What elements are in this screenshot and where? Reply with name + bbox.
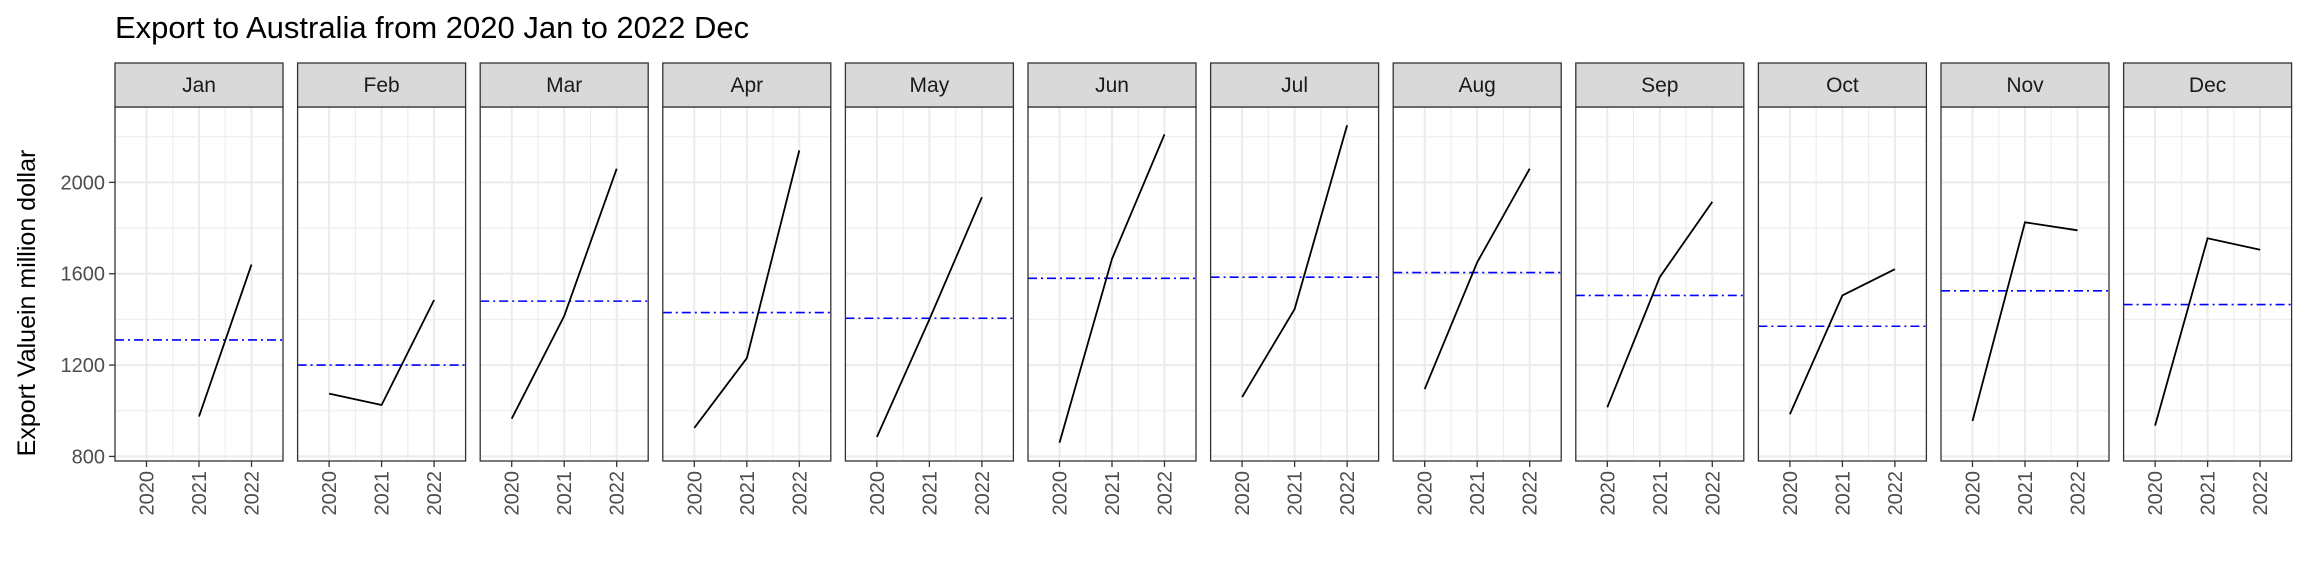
panel-dec: Dec 2020 2021 2022 [2122, 62, 2293, 516]
strip-label: Apr [730, 74, 763, 97]
x-tick-label: 2020 [1415, 471, 1437, 516]
x-tick-label: 2021 [554, 471, 576, 516]
x-tick-label: 2022 [1520, 471, 1542, 516]
y-axis: 800 1200 1600 2000 [61, 172, 115, 468]
strip-label: Sep [1641, 74, 1678, 97]
panel-nov: Nov 2020 2021 2022 [1940, 62, 2110, 516]
x-tick-label: 2021 [189, 471, 211, 516]
x-tick-label: 2020 [319, 471, 341, 516]
panel-jul: Jul 2020 2021 2022 [1209, 62, 1380, 516]
x-tick-label: 2021 [1102, 471, 1124, 516]
x-tick-label: 2022 [1337, 471, 1359, 516]
x-tick-label: 2022 [242, 471, 264, 516]
x-tick-label: 2021 [1285, 471, 1307, 516]
series-line [510, 168, 618, 420]
x-tick-label: 2020 [137, 471, 159, 516]
series-line [1606, 201, 1714, 408]
x-tick-label: 2020 [1963, 471, 1985, 516]
x-tick-label: 2021 [1832, 471, 1854, 516]
x-tick-label: 2021 [2198, 471, 2220, 516]
x-tick-label: 2022 [424, 471, 446, 516]
x-tick-label: 2020 [867, 471, 889, 516]
panel-aug: Aug 2020 2021 2022 [1392, 62, 1562, 516]
chart-title: Export to Australia from 2020 Jan to 202… [115, 10, 749, 45]
panel-oct: Oct 2020 2021 2022 [1757, 62, 1928, 516]
y-tick-label: 2000 [61, 172, 106, 194]
series-line [693, 150, 801, 429]
strip-background [1575, 62, 1745, 108]
strip-background [479, 62, 649, 108]
strip-background [1392, 62, 1562, 108]
strip-background [1757, 62, 1928, 108]
x-tick-label: 2021 [1650, 471, 1672, 516]
y-tick-label: 1600 [61, 264, 106, 286]
strip-label: Mar [546, 74, 582, 97]
series-line [876, 196, 983, 438]
series-line [2154, 237, 2261, 426]
x-tick-label: 2020 [2145, 471, 2167, 516]
strip-label: May [910, 74, 950, 97]
strip-background [296, 62, 467, 108]
panel-mar: Mar 2020 2021 2022 [479, 62, 649, 516]
series-line [198, 264, 253, 417]
panel-jan: Jan 2020 2021 2022 [114, 62, 284, 516]
strip-background [2122, 62, 2293, 108]
strip-label: Nov [2006, 74, 2044, 97]
panel-may: May 2020 2021 2022 [844, 62, 1015, 516]
x-tick-label: 2021 [372, 471, 394, 516]
series-line [1241, 125, 1348, 398]
panels: Jan 2020 2021 2022 Feb 2020 2021 2022 Mar 2020 202… [114, 62, 2293, 516]
y-tick-label: 800 [72, 446, 105, 468]
strip-background [1940, 62, 2110, 108]
x-tick-label: 2021 [919, 471, 941, 516]
y-axis-label: Export Valuein million dollar [13, 150, 41, 457]
x-tick-label: 2021 [737, 471, 759, 516]
x-tick-label: 2020 [684, 471, 706, 516]
strip-label: Oct [1826, 74, 1859, 97]
x-tick-label: 2020 [1232, 471, 1254, 516]
series-line [1789, 268, 1896, 415]
x-tick-label: 2020 [1597, 471, 1619, 516]
panel-apr: Apr 2020 2021 2022 [662, 62, 832, 516]
x-tick-label: 2020 [1050, 471, 1072, 516]
strip-label: Jul [1281, 74, 1308, 97]
x-tick-label: 2021 [1467, 471, 1489, 516]
strip-background [1209, 62, 1380, 108]
x-tick-label: 2022 [972, 471, 994, 516]
series-line [1971, 221, 2078, 422]
series-line [1058, 134, 1166, 443]
strip-label: Feb [364, 74, 400, 97]
x-tick-label: 2020 [1780, 471, 1802, 516]
x-tick-label: 2022 [2250, 471, 2272, 516]
x-tick-label: 2022 [1155, 471, 1177, 516]
panel-feb: Feb 2020 2021 2022 [296, 62, 467, 516]
panel-jun: Jun 2020 2021 2022 [1027, 62, 1197, 516]
y-tick-label: 1200 [61, 355, 106, 377]
panel-sep: Sep 2020 2021 2022 [1575, 62, 1745, 516]
x-tick-label: 2022 [789, 471, 811, 516]
strip-background [1027, 62, 1197, 108]
strip-background [844, 62, 1015, 108]
strip-label: Dec [2189, 74, 2226, 97]
strip-label: Aug [1459, 74, 1496, 97]
x-tick-label: 2021 [2015, 471, 2037, 516]
strip-label: Jun [1095, 74, 1129, 97]
x-tick-label: 2020 [502, 471, 524, 516]
series-line [1423, 168, 1531, 390]
strip-background [114, 62, 284, 108]
x-tick-label: 2022 [1702, 471, 1724, 516]
x-tick-label: 2022 [1885, 471, 1907, 516]
series-line [328, 299, 435, 407]
strip-background [662, 62, 832, 108]
x-tick-label: 2022 [607, 471, 629, 516]
strip-label: Jan [182, 74, 216, 97]
x-tick-label: 2022 [2068, 471, 2090, 516]
